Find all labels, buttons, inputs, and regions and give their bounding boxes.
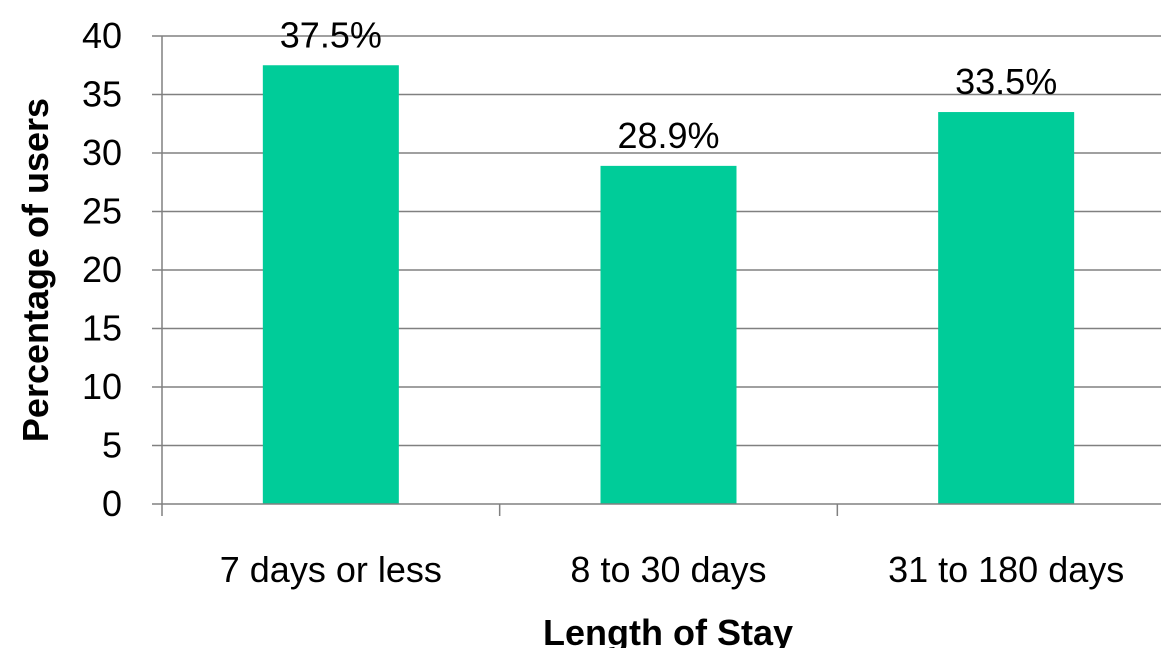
data-label: 37.5% xyxy=(280,14,382,55)
y-axis-title: Percentage of users xyxy=(15,98,56,442)
y-tick-label: 30 xyxy=(82,132,122,173)
x-tick-label: 8 to 30 days xyxy=(570,549,766,590)
y-tick-label: 15 xyxy=(82,308,122,349)
x-axis-title: Length of Stay xyxy=(543,612,793,648)
x-tick-label: 7 days or less xyxy=(220,549,442,590)
y-tick-labels: 0 5 10 15 20 25 30 35 40 xyxy=(82,15,122,524)
bars xyxy=(262,65,1075,505)
y-tick-label: 25 xyxy=(82,191,122,232)
y-tick-label: 40 xyxy=(82,15,122,56)
bar xyxy=(600,165,737,504)
axes xyxy=(152,36,1161,516)
data-labels: 37.5% 28.9% 33.5% xyxy=(280,14,1057,156)
x-tick-label: 31 to 180 days xyxy=(888,549,1124,590)
y-tick-label: 5 xyxy=(102,425,122,466)
data-label: 28.9% xyxy=(617,115,719,156)
x-tick-labels: 7 days or less 8 to 30 days 31 to 180 days xyxy=(220,549,1124,590)
bar xyxy=(262,65,399,504)
data-label: 33.5% xyxy=(955,61,1057,102)
bar xyxy=(938,112,1075,505)
y-tick-label: 0 xyxy=(102,483,122,524)
y-tick-label: 10 xyxy=(82,366,122,407)
y-tick-label: 35 xyxy=(82,74,122,115)
y-tick-label: 20 xyxy=(82,249,122,290)
